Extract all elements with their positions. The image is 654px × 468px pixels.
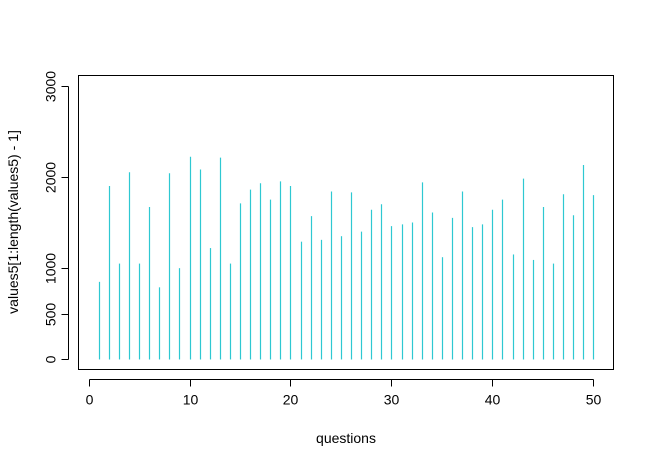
x-axis-label: questions [316,430,376,446]
y-tick-label-1000: 1000 [43,253,59,284]
x-tick-label-10: 10 [183,392,199,408]
x-tick-label-30: 30 [384,392,400,408]
y-tick-label-3000: 3000 [43,71,59,102]
x-tick-label-20: 20 [283,392,299,408]
y-tick-label-0: 0 [43,355,59,363]
y-tick-label-500: 500 [43,303,59,327]
x-tick-label-40: 40 [485,392,501,408]
y-axis: 0 500 1000 2000 3000 [43,71,69,363]
x-tick-label-0: 0 [86,392,94,408]
y-axis-label: values5[1:length(values5) - 1] [5,130,21,314]
x-axis: 0 10 20 30 40 50 [86,379,602,408]
plot-box [78,75,614,370]
y-tick-label-2000: 2000 [43,162,59,193]
x-tick-label-50: 50 [586,392,602,408]
bars-group [98,156,595,360]
